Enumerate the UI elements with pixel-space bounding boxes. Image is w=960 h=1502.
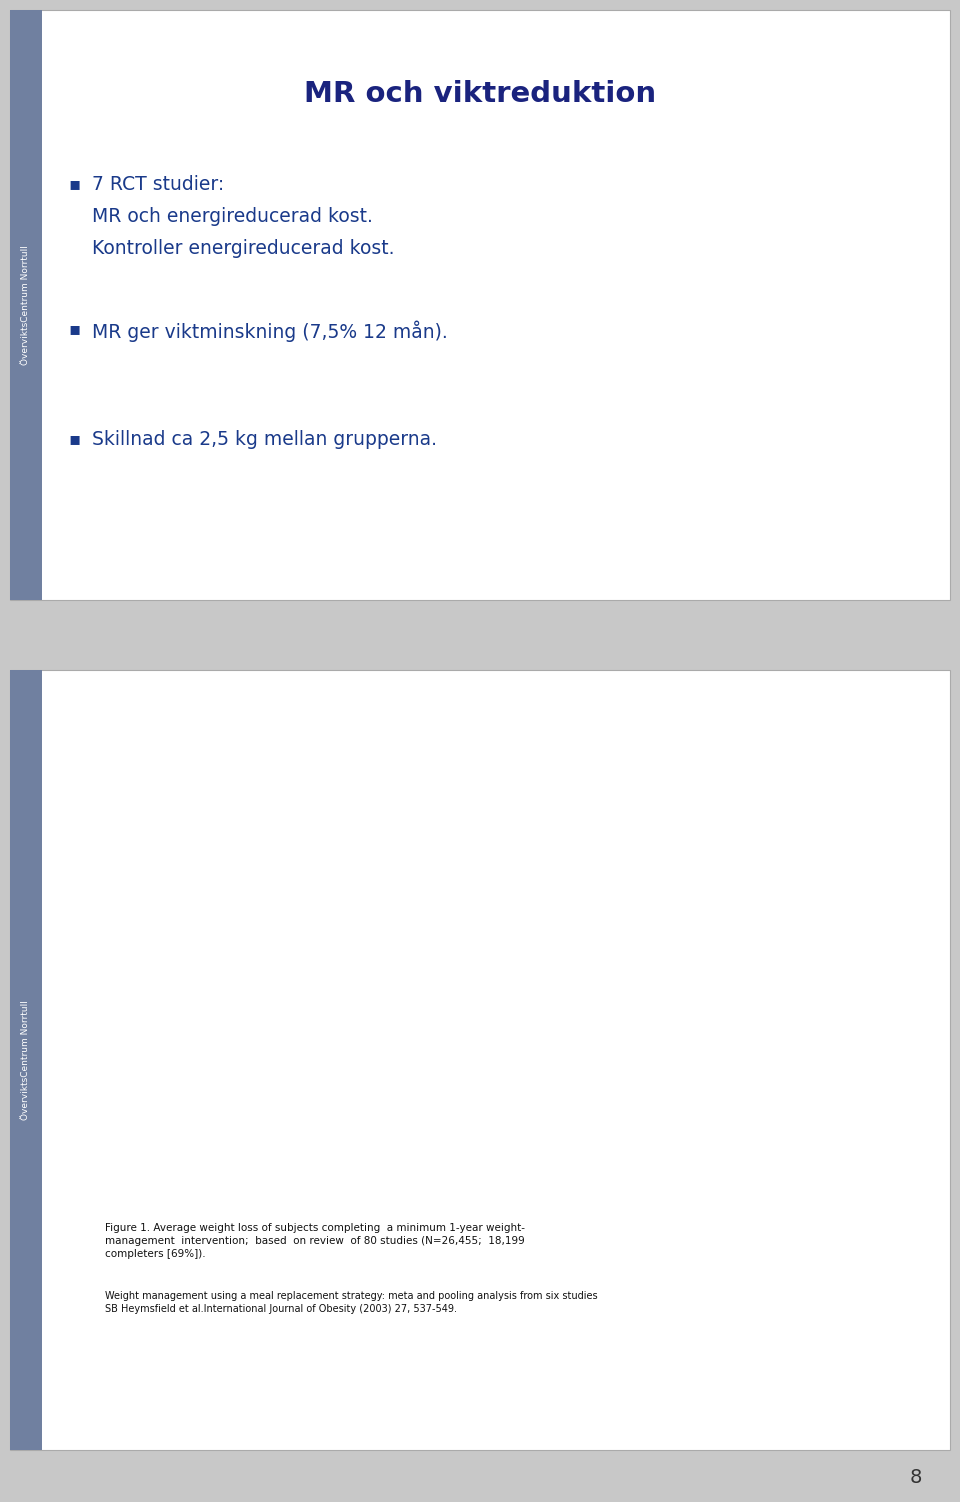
Orlistat [408,934,420,952]
Very-low-energy diet [321,988,332,1006]
Line: Diet +exercise: Diet +exercise [149,766,590,945]
Orlistat [583,895,594,913]
Exercise alone [583,781,594,799]
Diet +exercise [233,934,245,952]
Meal replacements [321,901,332,919]
Diet alone [233,868,245,886]
Line: Diet alone: Diet alone [149,766,590,880]
Text: MR och viktreduktion: MR och viktreduktion [304,80,656,108]
Very-low-energy diet [408,880,420,898]
Text: MR ger viktminskning (7,5% 12 mån).: MR ger viktminskning (7,5% 12 mån). [92,320,447,341]
Diet alone [146,760,157,778]
Line: Sibutramine: Sibutramine [149,766,416,1002]
Sibutramine [408,991,420,1009]
Orlistat [233,945,245,963]
Text: ▪: ▪ [68,320,81,338]
Diet +exercise [321,930,332,948]
Text: Weight management using a meal replacement strategy: meta and pooling analysis f: Weight management using a meal replaceme… [105,1292,598,1314]
Advice alone [495,751,507,769]
Diet alone [583,829,594,847]
Diet +exercise [495,840,507,858]
Text: Figure 1. Average weight loss of subjects completing  a minimum 1-year weight-
m: Figure 1. Average weight loss of subject… [105,1223,525,1259]
Line: Meal replacements: Meal replacements [149,766,328,957]
Text: ▪: ▪ [68,430,81,448]
Line: Orlistat: Orlistat [149,766,590,957]
Advice alone [583,762,594,780]
Text: ▪: ▪ [68,176,81,192]
Diet +exercise [408,886,420,904]
Meal replacements [146,760,157,778]
Orlistat [146,760,157,778]
Exercise alone [146,760,157,778]
Advice alone [146,760,157,778]
Orlistat [321,939,332,957]
Exercise alone [495,781,507,799]
Diet alone [408,853,420,871]
Diet +exercise [583,847,594,865]
Very-low-energy diet [146,760,157,778]
Sibutramine [146,760,157,778]
Exercise alone [233,810,245,828]
Orlistat [495,940,507,958]
Diet +exercise [146,760,157,778]
Text: ÖverviktsCentrum Norrtull: ÖverviktsCentrum Norrtull [21,1000,31,1120]
Text: MR och energireducerad kost.: MR och energireducerad kost. [92,207,372,225]
Advice alone [321,769,332,787]
Line: Very-low-energy diet: Very-low-energy diet [149,766,503,1164]
Text: Skillnad ca 2,5 kg mellan grupperna.: Skillnad ca 2,5 kg mellan grupperna. [92,430,437,449]
Diet alone [495,814,507,832]
Advice alone [408,765,420,783]
Sibutramine [321,939,332,957]
Y-axis label: Weight loss (kg): Weight loss (kg) [84,921,93,1009]
Meal replacements [233,945,245,963]
Text: 8: 8 [909,1467,922,1487]
Legend: Exercise alone, Diet +exercise, Diet alone, Meal replacements, Very-low-energy d: Exercise alone, Diet +exercise, Diet alo… [505,1089,620,1196]
Very-low-energy diet [233,1152,245,1170]
Advice alone [233,771,245,789]
Line: Advice alone: Advice alone [149,759,590,781]
Text: ÖverviktsCentrum Norrtull: ÖverviktsCentrum Norrtull [21,245,31,365]
Text: Kontroller energireducerad kost.: Kontroller energireducerad kost. [92,239,395,258]
Text: 7 RCT studier:: 7 RCT studier: [92,176,225,194]
Very-low-energy diet [495,886,507,904]
Diet alone [321,858,332,876]
Exercise alone [321,793,332,811]
Line: Exercise alone: Exercise alone [149,766,590,822]
